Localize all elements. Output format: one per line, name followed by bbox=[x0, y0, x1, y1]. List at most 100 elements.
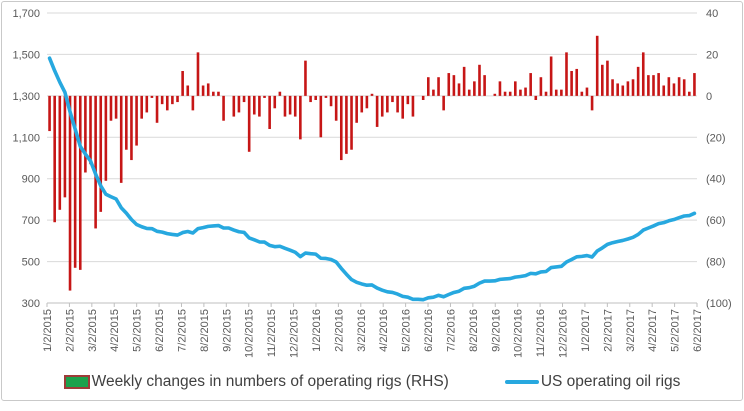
y-left-tick-label: 300 bbox=[22, 298, 40, 310]
weekly-change-bar bbox=[78, 95, 82, 270]
weekly-change-bar bbox=[514, 81, 517, 96]
weekly-change-bar bbox=[160, 95, 164, 105]
weekly-change-bar bbox=[396, 95, 399, 113]
x-tick-label: 12/2/2016 bbox=[558, 309, 570, 358]
weekly-change-bar bbox=[606, 60, 609, 96]
weekly-change-bar bbox=[672, 83, 676, 96]
y-right-tick-label: 0 bbox=[706, 91, 712, 103]
weekly-change-bar bbox=[452, 75, 456, 96]
weekly-change-bar bbox=[104, 95, 108, 181]
weekly-change-bar bbox=[355, 95, 358, 123]
weekly-change-bar bbox=[237, 95, 241, 113]
x-tick-label: 6/2/2016 bbox=[423, 309, 435, 352]
weekly-change-bar bbox=[314, 95, 317, 100]
chart-legend: Weekly changes in numbers of operating r… bbox=[0, 373, 744, 391]
y-left-tick-label: 1,100 bbox=[12, 132, 40, 144]
weekly-change-bar bbox=[693, 73, 696, 96]
weekly-change-bar bbox=[191, 95, 195, 111]
weekly-change-bar bbox=[421, 95, 425, 100]
weekly-change-bar bbox=[206, 83, 210, 96]
weekly-change-bar bbox=[483, 75, 486, 96]
weekly-change-bar bbox=[268, 95, 271, 129]
x-tick-label: 3/2/2016 bbox=[356, 309, 368, 352]
weekly-change-bar bbox=[432, 89, 435, 96]
weekly-change-bar bbox=[621, 85, 625, 96]
weekly-change-bar bbox=[155, 95, 159, 123]
weekly-change-bar bbox=[63, 95, 67, 198]
chart-frame bbox=[1, 1, 743, 401]
weekly-change-bar bbox=[662, 85, 666, 96]
y-right-tick-label: (40) bbox=[706, 174, 726, 186]
weekly-change-bar bbox=[73, 95, 77, 268]
x-tick-label: 2/2/2015 bbox=[64, 309, 76, 352]
weekly-change-bar bbox=[647, 75, 650, 96]
x-tick-label: 5/2/2017 bbox=[670, 309, 682, 352]
x-tick-label: 3/2/2015 bbox=[87, 309, 99, 352]
line-series-swatch bbox=[504, 380, 539, 384]
weekly-change-bar bbox=[519, 89, 522, 96]
weekly-change-bar bbox=[616, 83, 619, 96]
x-tick-label: 10/2/2015 bbox=[244, 309, 256, 358]
legend-item-oil-rigs: US operating oil rigs bbox=[504, 373, 680, 391]
weekly-change-bar bbox=[442, 95, 445, 111]
x-tick-label: 9/2/2016 bbox=[490, 309, 502, 352]
weekly-change-bar bbox=[493, 93, 497, 96]
weekly-change-bar bbox=[247, 95, 251, 152]
weekly-change-bar bbox=[611, 79, 614, 96]
x-tick-label: 8/2/2015 bbox=[199, 309, 211, 352]
weekly-change-bar bbox=[283, 95, 287, 117]
weekly-change-bar bbox=[304, 60, 307, 96]
weekly-change-bar bbox=[258, 95, 261, 117]
weekly-change-bar bbox=[165, 95, 169, 111]
weekly-change-bar bbox=[309, 95, 312, 103]
weekly-change-bar bbox=[119, 95, 123, 183]
x-tick-label: 4/2/2017 bbox=[647, 309, 659, 352]
weekly-change-bar bbox=[529, 73, 532, 96]
weekly-change-bar bbox=[688, 91, 691, 96]
weekly-change-bar bbox=[345, 95, 348, 154]
weekly-change-bar bbox=[53, 95, 56, 223]
x-tick-label: 6/2/2017 bbox=[692, 309, 704, 352]
weekly-change-bar bbox=[570, 71, 573, 96]
weekly-change-bar bbox=[641, 52, 645, 96]
weekly-change-bar bbox=[242, 95, 246, 103]
x-tick-label: 6/2/2015 bbox=[154, 309, 166, 352]
weekly-change-bar bbox=[457, 83, 461, 96]
weekly-change-bar bbox=[99, 95, 103, 212]
weekly-change-bar bbox=[636, 66, 640, 96]
y-right-tick-label: (100) bbox=[706, 298, 732, 310]
weekly-change-bar bbox=[682, 79, 686, 96]
weekly-change-bar bbox=[626, 81, 630, 96]
weekly-change-bar bbox=[293, 95, 297, 117]
weekly-change-bar bbox=[580, 91, 584, 96]
bar-series-label: Weekly changes in numbers of operating r… bbox=[91, 373, 449, 390]
weekly-change-bar bbox=[549, 56, 553, 96]
x-tick-label: 7/2/2015 bbox=[176, 309, 188, 352]
weekly-change-bar bbox=[585, 87, 589, 96]
weekly-change-bar bbox=[360, 95, 364, 113]
x-tick-label: 5/2/2015 bbox=[132, 309, 144, 352]
weekly-change-bar bbox=[575, 68, 579, 96]
weekly-change-bar bbox=[319, 95, 323, 138]
x-tick-label: 7/2/2016 bbox=[445, 309, 457, 352]
weekly-change-bar bbox=[565, 52, 568, 96]
weekly-change-bar bbox=[473, 81, 476, 96]
weekly-change-bar bbox=[375, 95, 379, 127]
x-tick-label: 4/2/2015 bbox=[109, 309, 121, 352]
weekly-change-bar bbox=[601, 64, 604, 96]
y-left-tick-label: 1,300 bbox=[12, 91, 40, 103]
oil-rigs-line bbox=[47, 56, 697, 302]
weekly-change-bar bbox=[350, 95, 353, 150]
x-tick-label: 10/2/2016 bbox=[513, 309, 525, 358]
weekly-change-bar bbox=[222, 95, 225, 121]
weekly-change-bar bbox=[508, 91, 512, 96]
weekly-change-bar bbox=[150, 95, 154, 98]
weekly-change-bar bbox=[130, 95, 133, 161]
weekly-change-bar bbox=[145, 95, 149, 113]
y-right-tick-label: (80) bbox=[706, 257, 726, 269]
weekly-change-bar bbox=[252, 95, 256, 115]
x-tick-label: 9/2/2015 bbox=[221, 309, 233, 352]
weekly-change-bar bbox=[467, 89, 471, 96]
